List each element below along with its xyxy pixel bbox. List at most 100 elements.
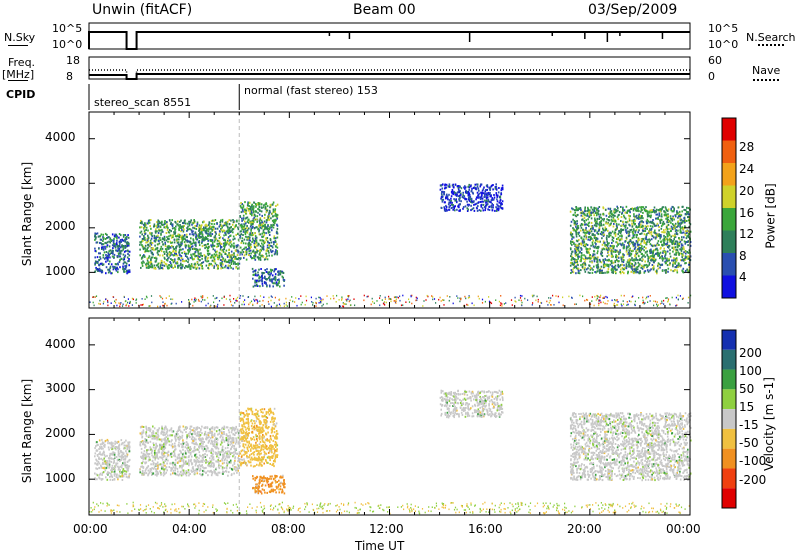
data-cell [102, 256, 105, 259]
data-cell [664, 262, 667, 265]
data-cell [220, 253, 223, 256]
data-cell [585, 234, 587, 237]
data-cell [648, 211, 650, 214]
data-cell [574, 252, 577, 255]
data-cell [470, 197, 473, 200]
data-cell [257, 202, 260, 204]
data-cell [264, 205, 267, 208]
data-cell [245, 216, 248, 219]
data-cell [246, 236, 249, 239]
data-cell [661, 257, 663, 260]
ground-cell [276, 304, 278, 307]
data-cell [684, 230, 687, 233]
data-cell [245, 253, 248, 256]
ground-cell [151, 301, 153, 304]
data-cell [623, 209, 626, 212]
data-cell [654, 210, 656, 212]
data-cell [248, 205, 250, 208]
data-cell [102, 240, 104, 242]
data-cell [593, 207, 596, 210]
data-cell [611, 262, 613, 265]
data-cell [237, 232, 239, 235]
data-cell [185, 244, 188, 247]
ground-cell [649, 295, 651, 297]
data-cell [656, 270, 658, 273]
data-cell [657, 252, 660, 255]
data-cell [191, 257, 193, 260]
data-cell [633, 271, 635, 273]
data-cell [573, 264, 575, 267]
data-cell [634, 230, 637, 233]
data-cell [649, 243, 652, 246]
data-cell [592, 253, 594, 256]
data-cell [481, 200, 484, 203]
data-cell [466, 207, 469, 210]
data-cell [94, 256, 96, 259]
data-cell [627, 235, 630, 238]
data-cell [589, 247, 591, 250]
data-cell [665, 217, 667, 220]
ground-cell [647, 295, 649, 298]
data-cell [283, 284, 285, 287]
data-cell [258, 229, 261, 232]
data-cell [243, 225, 246, 228]
data-cell [657, 267, 660, 270]
data-cell [652, 219, 654, 221]
ground-cell [285, 297, 287, 300]
data-cell [245, 222, 247, 225]
data-cell [579, 224, 582, 227]
data-cell [598, 218, 601, 220]
data-cell [642, 230, 645, 233]
data-cell [239, 237, 241, 240]
data-cell [482, 188, 485, 191]
ground-cell [438, 298, 440, 301]
ground-cell [536, 295, 538, 298]
data-cell [585, 223, 587, 226]
data-cell [610, 218, 613, 221]
data-cell [272, 241, 275, 244]
data-cell [272, 201, 275, 204]
data-cell [254, 274, 257, 277]
data-cell [250, 210, 252, 213]
data-cell [198, 233, 201, 236]
data-cell [627, 233, 630, 236]
data-cell [611, 267, 613, 270]
data-cell [675, 257, 678, 260]
data-cell [596, 266, 598, 269]
data-cell [576, 247, 578, 250]
data-cell [675, 231, 678, 234]
data-cell [235, 257, 237, 260]
data-cell [229, 245, 232, 248]
data-cell [276, 246, 279, 249]
ground-cell [239, 295, 242, 297]
data-cell [267, 218, 270, 221]
data-cell [193, 263, 196, 266]
data-cell [119, 242, 121, 245]
data-cell [164, 248, 167, 251]
data-cell [267, 231, 270, 234]
data-cell [241, 228, 243, 231]
ground-cell [555, 295, 557, 297]
data-cell [634, 258, 637, 261]
data-cell [254, 258, 257, 261]
data-cell [252, 285, 255, 288]
data-cell [635, 228, 638, 231]
data-cell [492, 206, 494, 209]
data-cell [460, 187, 463, 190]
data-cell [684, 213, 687, 215]
ground-cell [584, 299, 586, 302]
data-cell [128, 269, 131, 272]
data-cell [249, 255, 252, 257]
data-cell [214, 227, 217, 230]
ground-cell [261, 304, 263, 306]
data-cell [637, 265, 640, 268]
data-cell [193, 258, 195, 261]
data-cell [166, 225, 168, 228]
ground-cell [252, 303, 254, 306]
data-cell [105, 272, 107, 275]
data-cell [672, 259, 675, 262]
data-cell [622, 258, 624, 261]
data-cell [594, 271, 596, 273]
data-cell [189, 245, 191, 248]
ground-cell [140, 304, 142, 306]
